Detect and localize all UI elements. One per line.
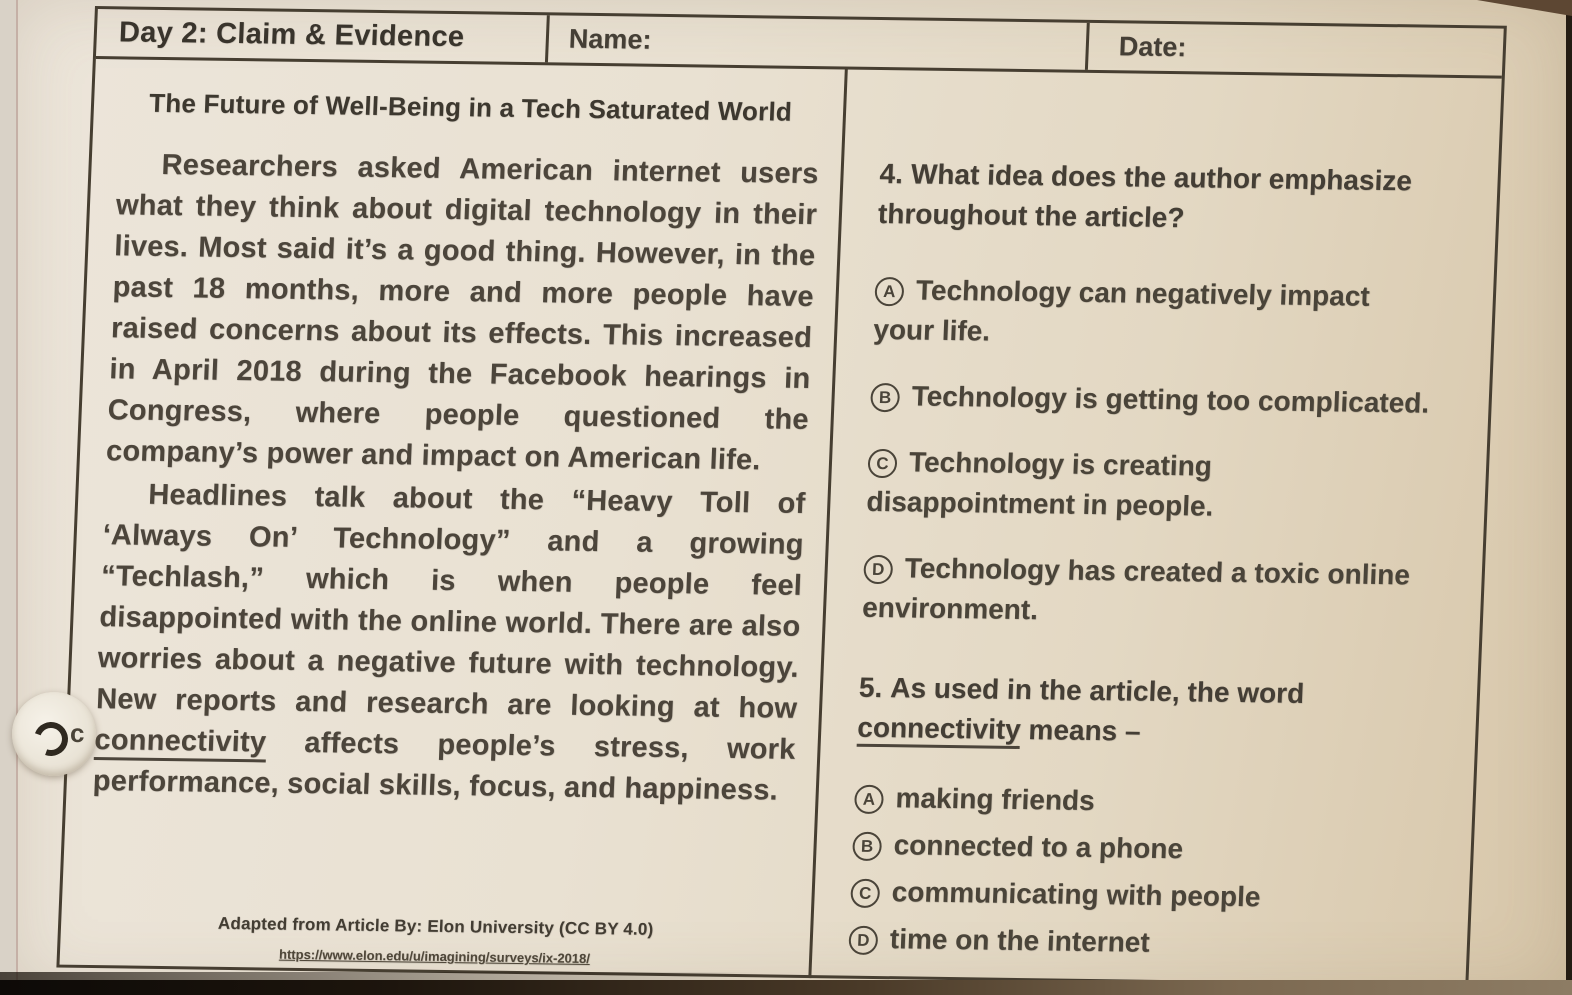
option-bubble-b: B (852, 831, 883, 862)
name-cell: Name: (547, 15, 1090, 70)
question-4-option-c: C Technology is creating disappointment i… (866, 442, 1429, 530)
passage-title: The Future of Well-Being in a Tech Satur… (148, 87, 793, 127)
option-bubble-a: A (853, 784, 885, 815)
photo-bottom-fade (0, 972, 760, 982)
passage-paragraph-1: Researchers asked American internet user… (105, 148, 820, 477)
question-5-stem: 5. As used in the article, the word conne… (856, 668, 1420, 756)
worksheet-paper (14, 0, 1566, 990)
photo-corner-shadow (1477, 0, 1572, 16)
question-5-text-end: means – (1020, 714, 1142, 747)
question-4-stem: 4. What idea does the author emphasize th… (877, 154, 1440, 242)
option-bubble-d: D (863, 554, 894, 585)
question-5-text: As used in the article, the word (889, 672, 1305, 709)
option-a-text: Technology can negatively impact your li… (872, 274, 1371, 347)
option-d-text: Technology has created a toxic online en… (861, 552, 1411, 626)
question-4-number: 4. (879, 157, 904, 190)
option-d-text: time on the internet (889, 923, 1151, 958)
worksheet-title: Day 2: Claim & Evidence (118, 16, 465, 54)
question-4-option-a: A Technology can negatively impact your l… (873, 270, 1436, 358)
worksheet-table: Day 2: Claim & Evidence Name: Date: The … (56, 6, 1507, 988)
underlined-word: connectivity (93, 724, 267, 763)
question-5-underlined-word: connectivity (856, 711, 1022, 749)
question-5: 5. As used in the article, the word conne… (848, 668, 1468, 970)
photo-bottom-shadow (0, 980, 1572, 995)
paragraph-2-text: Headlines talk about the “Heavy Toll of … (95, 478, 806, 725)
option-bubble-a: A (874, 276, 905, 307)
date-label: Date: (1118, 31, 1187, 63)
question-4-option-b: B Technology is getting too complicated. (870, 376, 1432, 424)
date-field (1185, 24, 1503, 75)
option-b-text: Technology is getting too complicated. (911, 380, 1430, 419)
question-4: 4. What idea does the author emphasize th… (861, 154, 1488, 636)
citation: Adapted from Article By: Elon University… (217, 913, 654, 939)
option-bubble-d: D (848, 925, 879, 956)
option-a-text: making friends (894, 782, 1096, 817)
option-bubble-c: C (850, 878, 881, 909)
option-c-text: Technology is creating disappointment in… (865, 446, 1214, 522)
option-bubble-c: C (867, 448, 898, 479)
questions-column: 4. What idea does the author emphasize th… (811, 70, 1501, 988)
name-field (650, 17, 1086, 70)
header-title-cell: Day 2: Claim & Evidence (95, 9, 550, 63)
fastener-crescent-icon (28, 716, 74, 762)
brass-fastener-icon: c (12, 692, 96, 776)
photo-left-edge (0, 0, 18, 995)
passage-column: The Future of Well-Being in a Tech Satur… (59, 59, 848, 979)
passage-paragraph-2: Headlines talk about the “Heavy Toll of … (92, 474, 806, 812)
citation-url: https://www.elon.edu/u/imagining/surveys… (278, 946, 591, 966)
option-bubble-b: B (870, 382, 901, 413)
name-label: Name: (568, 23, 653, 55)
question-4-option-d: D Technology has created a toxic online e… (861, 548, 1424, 636)
worksheet-body: The Future of Well-Being in a Tech Satur… (59, 59, 1501, 987)
question-4-text: What idea does the author emphasize thro… (877, 158, 1413, 234)
question-5-number: 5. (858, 671, 883, 704)
stray-mark: c (70, 718, 85, 748)
option-b-text: connected to a phone (893, 829, 1184, 865)
date-cell: Date: (1088, 23, 1504, 76)
option-c-text: communicating with people (891, 876, 1262, 913)
